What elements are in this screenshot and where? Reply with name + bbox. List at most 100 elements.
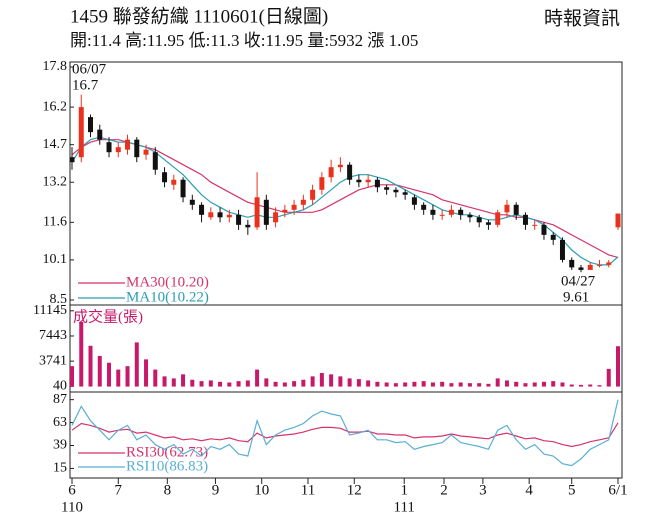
volume-bar (181, 374, 186, 387)
candle-body (513, 204, 519, 215)
candle-body (365, 179, 371, 183)
x-tick-label: 1 (400, 482, 408, 498)
volume-bar (125, 366, 130, 387)
candle-body (217, 212, 223, 218)
year-label: 111 (394, 499, 415, 515)
panel-frame (69, 61, 623, 306)
candle-body (615, 213, 621, 228)
volume-bar (347, 378, 352, 387)
volume-bar (467, 383, 472, 387)
volume-bar (477, 383, 482, 387)
candle-body (328, 167, 334, 178)
volume-bar (134, 342, 139, 387)
candle-body (189, 199, 195, 205)
candle-body (485, 222, 491, 225)
volume-bar (227, 382, 232, 387)
x-tick-label: 4 (525, 482, 533, 498)
volume-bar (199, 381, 204, 387)
candle-body (421, 204, 427, 210)
candle-body (236, 214, 242, 225)
candle-body (254, 197, 260, 228)
volume-bar (514, 381, 519, 387)
candle-body (69, 157, 75, 163)
y-tick-label: 15 (53, 461, 67, 476)
y-tick-label: 40 (53, 379, 67, 394)
candle-body (134, 139, 140, 158)
x-tick-label: 10 (254, 482, 269, 498)
volume-bar (162, 376, 167, 387)
volume-bar (356, 379, 361, 387)
volume-bar (338, 376, 343, 387)
candle-body (578, 267, 584, 270)
y-tick-label: 87 (53, 392, 67, 407)
legend-label: RSI10(86.83) (126, 458, 208, 474)
candle-body (310, 189, 316, 200)
candle-body (374, 179, 380, 188)
candle-body (88, 117, 94, 133)
candle-body (78, 107, 84, 158)
year-label: 110 (61, 499, 83, 515)
volume-bar (292, 381, 297, 387)
y-tick-label: 14.7 (43, 137, 68, 152)
volume-bar (569, 384, 574, 387)
line-series (71, 422, 619, 448)
y-tick-label: 3741 (39, 353, 67, 368)
annotation-date: 04/27 (561, 274, 596, 290)
x-tick-label: 7 (115, 482, 123, 498)
panel-frame (69, 391, 623, 479)
volume-bar (208, 380, 213, 387)
volume-bar (449, 383, 454, 387)
y-tick-label: 16.2 (43, 99, 68, 114)
candle-body (143, 149, 149, 155)
x-tick-label: 12 (347, 482, 362, 498)
volume-bar (255, 369, 260, 387)
candle-body (106, 142, 112, 153)
candle-body (476, 217, 482, 223)
y-tick-label: 63 (53, 415, 67, 430)
volume-bar (588, 384, 593, 387)
y-tick-label: 39 (53, 438, 67, 453)
volume-bar (384, 382, 389, 387)
candle-body (291, 204, 297, 210)
volume-bar (264, 378, 269, 387)
candle-body (356, 179, 362, 183)
volume-bar (282, 382, 287, 387)
volume-bar (578, 384, 583, 387)
candle-body (522, 214, 528, 225)
volume-bar (218, 381, 223, 387)
candle-body (337, 164, 343, 168)
candle-body (495, 212, 501, 225)
candle-body (384, 187, 390, 190)
candle-body (282, 209, 288, 213)
volume-bar (144, 359, 149, 387)
panel-label: 成交量(張) (73, 307, 143, 325)
y-tick-label: 7443 (39, 328, 67, 343)
candle-body (504, 204, 510, 213)
candle-body (180, 179, 186, 198)
volume-bar (273, 381, 278, 387)
volume-bar (616, 346, 620, 387)
volume-bar (495, 378, 500, 387)
candle-body (550, 234, 556, 240)
panel-frame (69, 304, 623, 393)
volume-bar (430, 382, 435, 387)
volume-bar (421, 381, 426, 387)
volume-bar (79, 321, 84, 387)
x-tick-label: 6/1 (608, 482, 627, 498)
x-tick-label: 9 (212, 482, 220, 498)
legend-label: RSI30(62.73) (126, 444, 208, 460)
chart-title: 1459 聯發紡織 1110601(日線圖) (70, 5, 328, 27)
candle-body (458, 209, 464, 215)
volume-bar (375, 381, 380, 387)
candle-body (171, 179, 177, 185)
candle-body (393, 189, 399, 193)
candle-body (402, 192, 408, 195)
candle-body (596, 264, 602, 266)
candle-body (152, 152, 158, 170)
candle-body (300, 199, 306, 205)
candle-body (162, 172, 168, 183)
candle-body (273, 212, 279, 223)
y-tick-label: 17.8 (43, 59, 68, 74)
candle-body (245, 224, 251, 228)
